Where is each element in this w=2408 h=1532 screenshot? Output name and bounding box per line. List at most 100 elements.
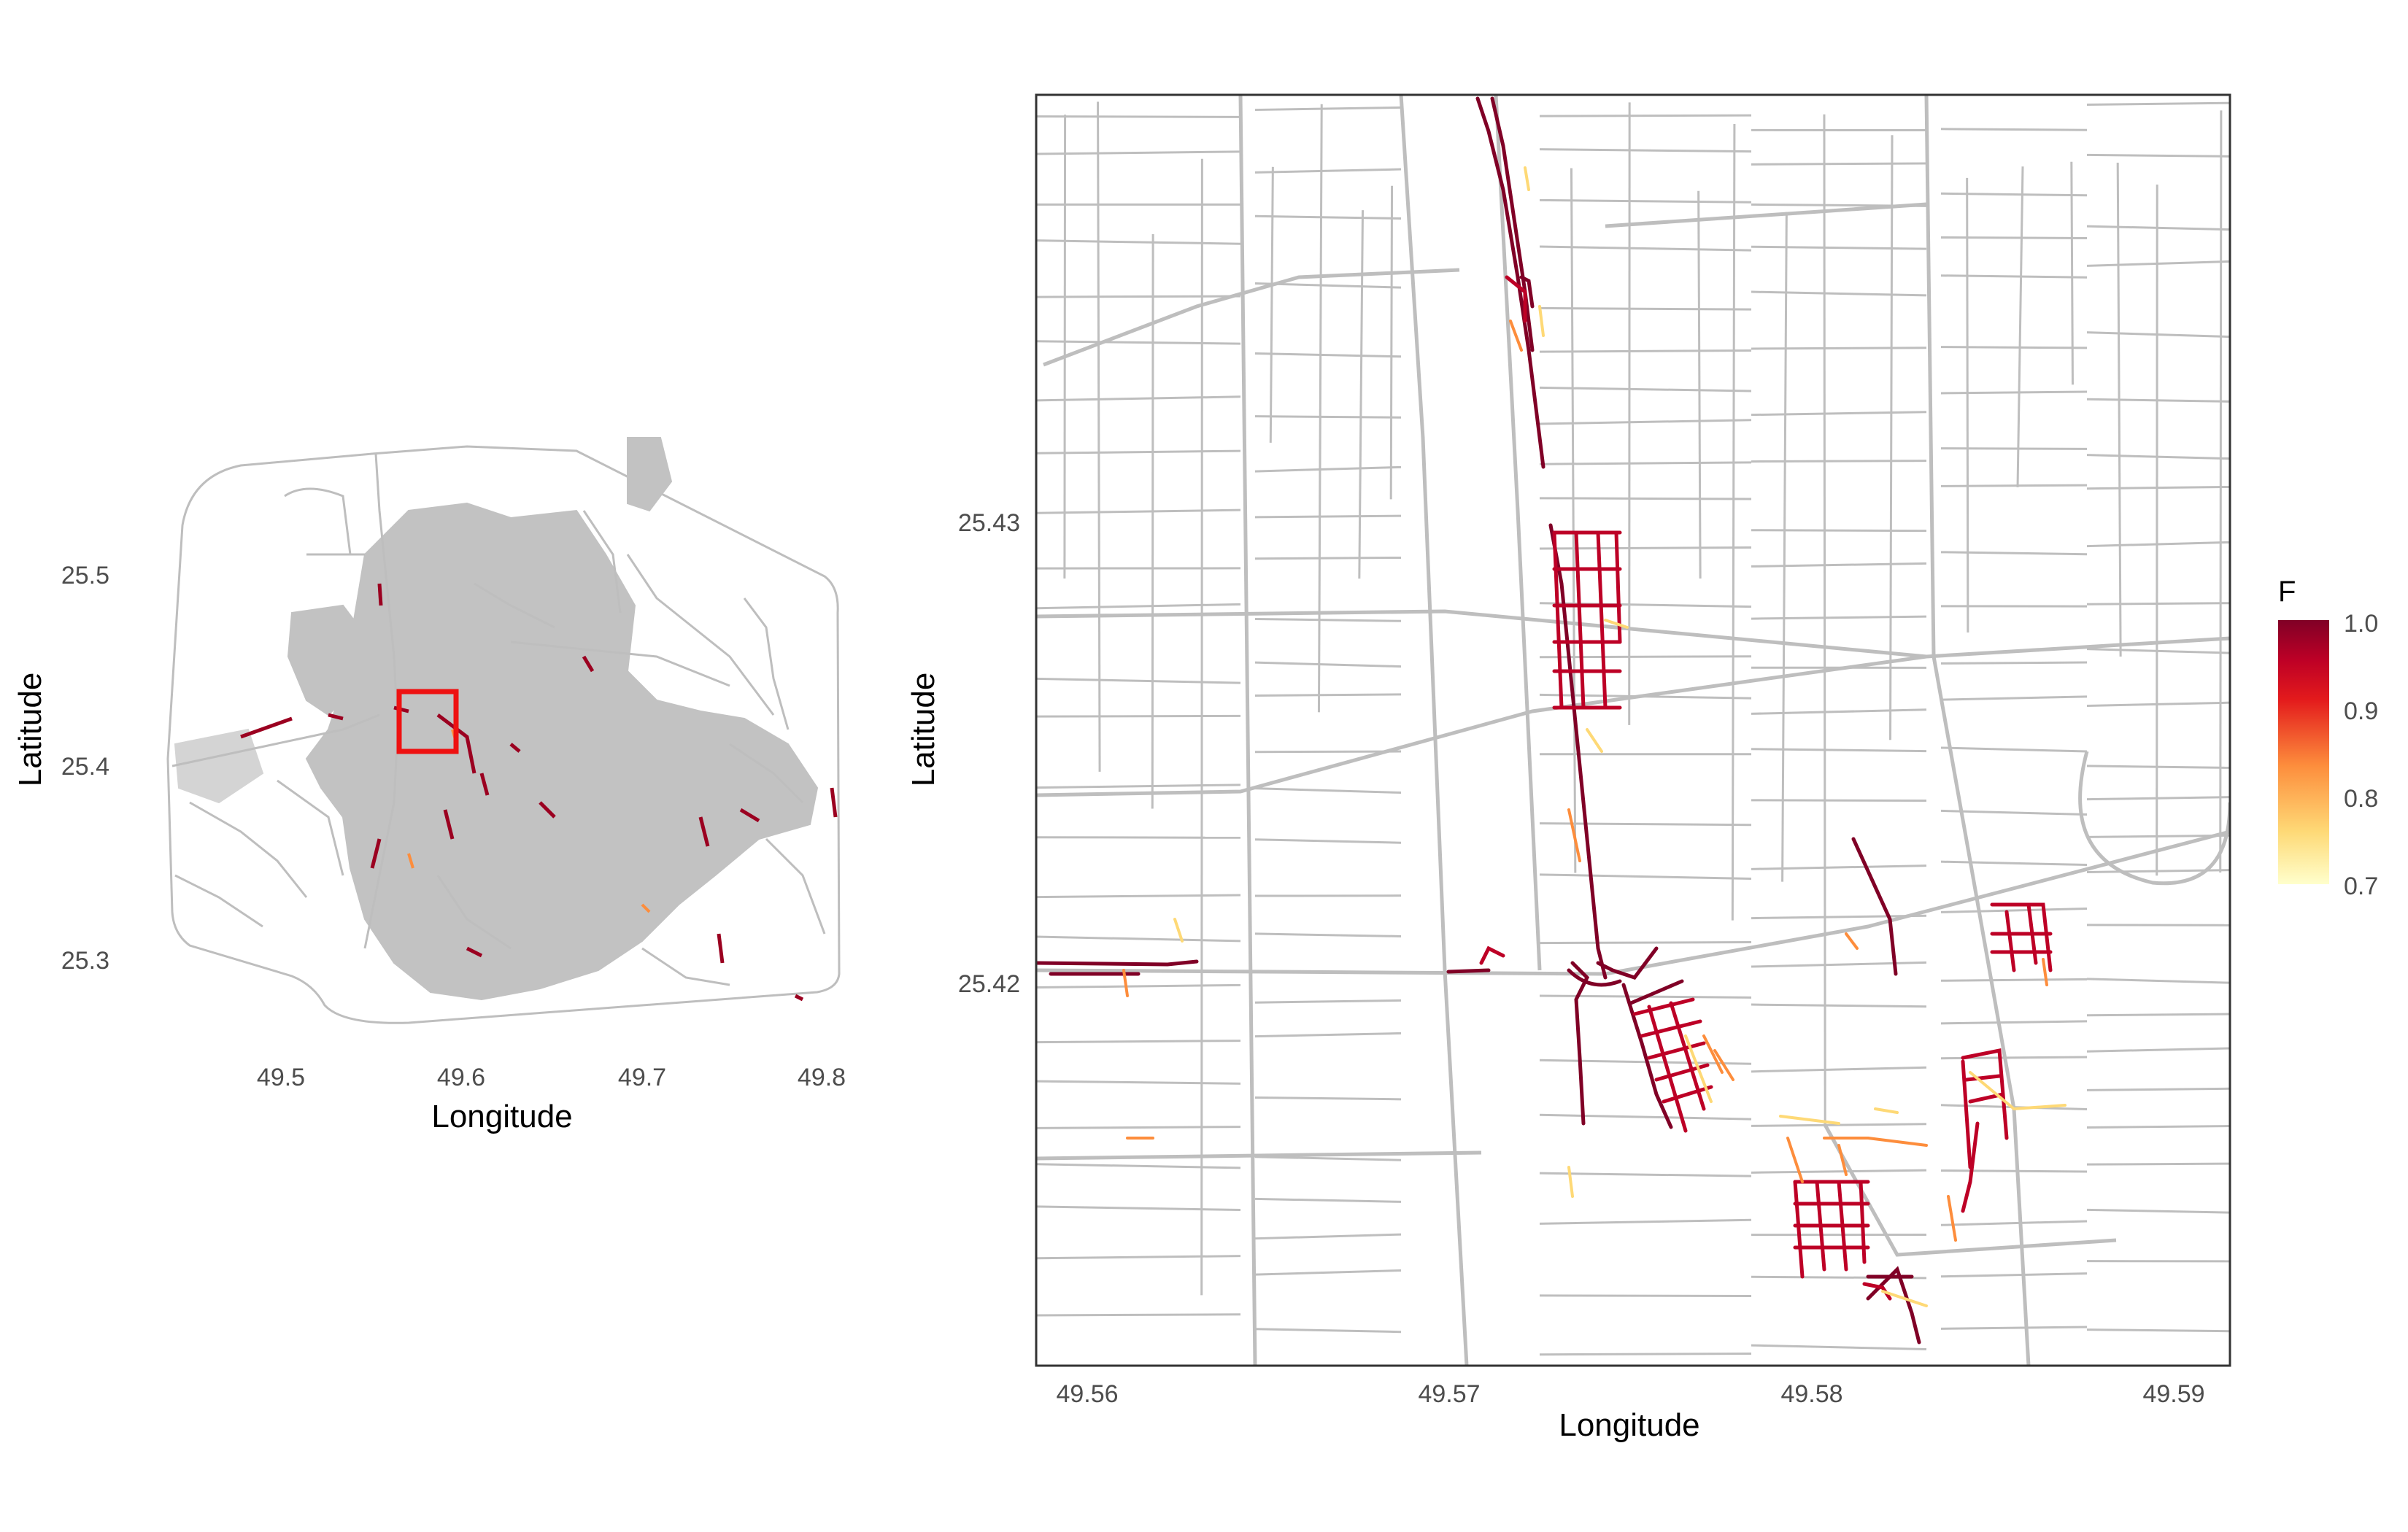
- street-segment: [1254, 750, 1402, 754]
- street-segment: [2086, 153, 2230, 158]
- street-segment: [2086, 701, 2230, 707]
- street-segment: [1539, 419, 1752, 425]
- detail-ylabel: Latitude: [906, 673, 941, 787]
- street-segment: [1254, 556, 1402, 560]
- street-segment: [2086, 1013, 2230, 1017]
- street-segment: [1036, 150, 1241, 155]
- street-segment: [1751, 799, 1927, 802]
- street-segment: [1254, 1328, 1402, 1334]
- street-segment: [1097, 101, 1101, 772]
- street-segment: [1254, 838, 1402, 844]
- street-segment: [1254, 617, 1402, 622]
- street-segment: [2086, 225, 2230, 231]
- street-segment: [1254, 214, 1402, 220]
- street-segment: [2086, 978, 2230, 984]
- street-segment: [1940, 746, 2088, 753]
- street-segment: [1539, 461, 1752, 465]
- street-segment: [1254, 1032, 1402, 1038]
- street-segment: [1254, 106, 1402, 112]
- street-segment: [2086, 101, 2230, 107]
- street-segment: [2086, 765, 2230, 769]
- street-segment: [1940, 390, 2088, 395]
- detail-ytick-25-43: 25.43: [958, 509, 1020, 537]
- street-segment: [1751, 1066, 1927, 1073]
- street-segment: [2116, 162, 2122, 657]
- street-segment: [1254, 1197, 1402, 1203]
- street-segment: [1539, 497, 1752, 500]
- overview-ring-road: [166, 445, 841, 1024]
- detail-xtick-49-56: 49.56: [1056, 1380, 1118, 1408]
- street-segment: [1940, 274, 2088, 279]
- street-segment: [1940, 236, 2088, 239]
- street-segment: [1940, 1326, 2088, 1330]
- street-segment: [1751, 914, 1927, 920]
- overview-ytick-25-5: 25.5: [61, 562, 109, 589]
- street-segment: [1389, 185, 1394, 500]
- street-segment: [1539, 148, 1752, 153]
- street-segment: [2086, 1208, 2230, 1214]
- street-segment: [2086, 541, 2230, 548]
- street-segment: [1036, 983, 1241, 989]
- street-segment: [1200, 158, 1203, 1296]
- detail-xlabel: Longitude: [1559, 1407, 1699, 1443]
- street-segment: [1539, 873, 1752, 880]
- detail-xtick-49-59: 49.59: [2142, 1380, 2204, 1408]
- zoom-extent-box: [396, 689, 459, 754]
- street-segment: [2086, 485, 2230, 490]
- colorbar-legend: F 1.0 0.9 0.8 0.7: [2278, 576, 2378, 900]
- street-segment: [2070, 161, 2074, 385]
- street-segment: [2086, 1328, 2230, 1333]
- street-segment: [1539, 1352, 1752, 1356]
- detail-arterial-roads: [1036, 95, 2230, 1366]
- street-segment: [1254, 693, 1402, 697]
- overview-xtick-49-8: 49.8: [798, 1064, 846, 1091]
- street-segment: [2086, 1047, 2230, 1053]
- street-segment: [1940, 907, 2088, 913]
- street-segment: [2086, 834, 2230, 838]
- street-segment: [1940, 551, 2088, 556]
- street-segment: [1940, 860, 2088, 867]
- street-segment: [1036, 239, 1241, 245]
- detail-ytick-25-42: 25.42: [958, 970, 1020, 998]
- street-segment: [1036, 508, 1241, 514]
- street-segment: [1731, 124, 1736, 921]
- street-segment: [1539, 1172, 1752, 1177]
- street-segment: [1036, 1205, 1241, 1212]
- street-segment: [1036, 935, 1241, 943]
- street-segment: [1940, 128, 2088, 131]
- street-segment: [1940, 1272, 2088, 1278]
- street-segment: [1751, 290, 1927, 297]
- detail-xtick-49-57: 49.57: [1418, 1380, 1480, 1408]
- street-segment: [1358, 210, 1365, 579]
- street-segment: [1751, 347, 1927, 350]
- street-segment: [1751, 411, 1927, 417]
- street-segment: [2086, 648, 2230, 654]
- street-segment: [1254, 514, 1402, 519]
- street-segment: [1751, 460, 1927, 463]
- street-segment: [1539, 198, 1752, 204]
- street-segment: [1889, 135, 1894, 740]
- street-segment: [1539, 306, 1752, 311]
- street-segment: [1940, 661, 2088, 665]
- street-segment: [1254, 932, 1402, 937]
- street-segment: [1254, 168, 1402, 174]
- street-segment: [2086, 454, 2230, 460]
- overview-high-f-segments: [240, 583, 838, 1002]
- street-segment: [2086, 602, 2230, 606]
- street-segment: [1036, 836, 1241, 839]
- street-segment: [1751, 1344, 1927, 1350]
- street-segment: [1539, 1113, 1752, 1121]
- street-segment: [1254, 465, 1402, 473]
- street-segment: [1539, 386, 1752, 392]
- overview-ytick-25-4: 25.4: [61, 753, 109, 781]
- street-segment: [1751, 529, 1927, 533]
- street-segment: [1751, 162, 1927, 166]
- street-segment: [1036, 1040, 1241, 1044]
- street-segment: [1539, 1218, 1752, 1225]
- overview-xlabel: Longitude: [431, 1099, 572, 1134]
- street-segment: [2086, 260, 2230, 267]
- street-segment: [1317, 104, 1323, 713]
- overview-ylabel: Latitude: [12, 673, 48, 787]
- street-segment: [1966, 177, 1969, 632]
- street-segment: [1539, 114, 1752, 117]
